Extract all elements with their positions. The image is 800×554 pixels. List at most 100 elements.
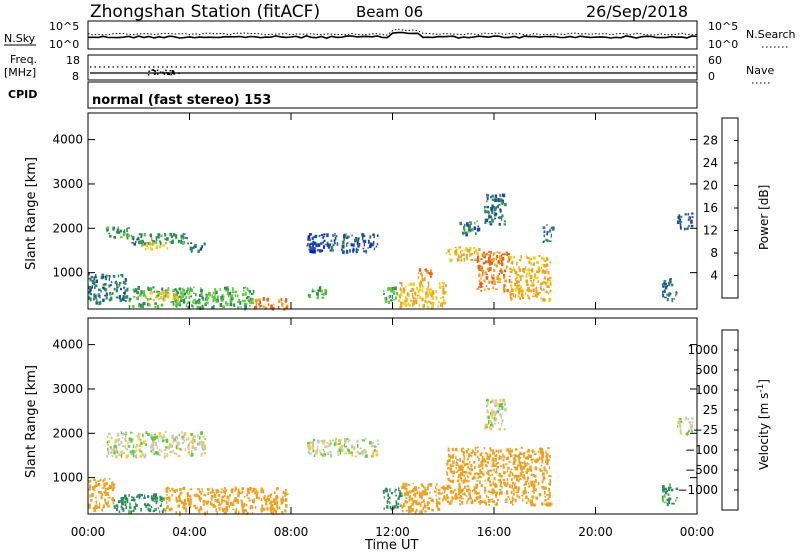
heatmap-cell: [673, 503, 675, 505]
heatmap-cell: [413, 282, 415, 287]
heatmap-cell: [386, 505, 389, 509]
heatmap-cell: [150, 445, 153, 449]
heatmap-cell: [487, 461, 490, 464]
noise-sky-trace: [88, 31, 698, 39]
heatmap-cell: [668, 292, 671, 294]
heatmap-cell: [541, 448, 544, 453]
heatmap-cell: [494, 491, 497, 494]
heatmap-cell: [522, 474, 525, 479]
heatmap-cell: [489, 480, 491, 483]
heatmap-cell: [550, 233, 552, 238]
heatmap-cell: [490, 207, 494, 212]
heatmap-cell: [131, 496, 133, 499]
heatmap-cell: [491, 492, 494, 495]
heatmap-cell: [233, 303, 236, 307]
heatmap-cell: [530, 269, 533, 272]
heatmap-cell: [664, 296, 667, 299]
heatmap-cell: [515, 280, 519, 285]
heatmap-cell: [507, 456, 510, 460]
heatmap-cell: [108, 232, 111, 235]
heatmap-cell: [362, 239, 365, 243]
heatmap-cell: [469, 460, 471, 464]
heatmap-cell: [521, 293, 524, 297]
heatmap-cell: [389, 505, 391, 510]
heatmap-cell: [116, 450, 119, 454]
heatmap-cell: [679, 226, 682, 230]
heatmap-cell: [459, 489, 462, 494]
freq-tick-bottom: 8: [72, 70, 79, 83]
heatmap-cell: [315, 243, 318, 248]
heatmap-cell: [409, 490, 412, 494]
heatmap-cell: [501, 253, 505, 256]
heatmap-cell: [137, 286, 140, 290]
heatmap-cell: [460, 464, 463, 469]
heatmap-cell: [508, 484, 511, 488]
heatmap-cell: [213, 492, 216, 496]
heatmap-cell: [125, 234, 129, 238]
heatmap-cell: [231, 291, 235, 294]
heatmap-cell: [312, 247, 316, 251]
heatmap-cell: [348, 439, 351, 442]
heatmap-cell: [160, 503, 162, 506]
heatmap-cell: [495, 491, 498, 494]
heatmap-cell: [487, 210, 490, 214]
heatmap-cell: [505, 253, 507, 256]
heatmap-cell: [396, 293, 398, 296]
heatmap-cell: [93, 478, 96, 481]
heatmap-cell: [494, 417, 498, 421]
heatmap-cell: [138, 233, 142, 236]
heatmap-cell: [484, 487, 487, 490]
heatmap-cell: [116, 435, 120, 437]
heatmap-cell: [498, 481, 500, 483]
heatmap-cell: [134, 455, 137, 458]
heatmap-cell: [469, 221, 472, 224]
heatmap-cell: [255, 305, 258, 309]
heatmap-cell: [201, 304, 204, 308]
heatmap-cell: [422, 506, 425, 510]
heatmap-cell: [108, 284, 111, 288]
heatmap-cell: [124, 296, 127, 299]
heatmap-cell: [90, 499, 93, 502]
heatmap-cell: [464, 225, 466, 228]
heatmap-cell: [269, 507, 272, 511]
heatmap-cell: [398, 487, 400, 492]
heatmap-cell: [494, 399, 498, 404]
heatmap-cell: [546, 456, 548, 459]
heatmap-cell: [184, 237, 186, 239]
heatmap-cell: [211, 498, 213, 501]
heatmap-cell: [392, 291, 396, 295]
heatmap-cell: [546, 263, 549, 267]
heatmap-cell: [184, 502, 187, 505]
heatmap-cell: [426, 501, 429, 505]
heatmap-cell: [318, 249, 322, 253]
heatmap-cell: [490, 498, 493, 501]
heatmap-cell: [516, 284, 519, 289]
heatmap-cell: [501, 272, 503, 274]
heatmap-cell: [478, 475, 481, 478]
heatmap-cell: [501, 486, 503, 489]
heatmap-cell: [170, 235, 173, 239]
heatmap-cell: [496, 466, 499, 469]
heatmap-cell: [420, 280, 422, 285]
heatmap-cell: [393, 299, 395, 301]
heatmap-cell: [218, 494, 221, 497]
range-tick-label: 3000: [52, 382, 83, 396]
heatmap-cell: [525, 266, 527, 268]
heatmap-cell: [308, 243, 311, 246]
heatmap-cell: [412, 301, 415, 306]
heatmap-cell: [691, 212, 694, 215]
heatmap-cell: [670, 280, 672, 283]
heatmap-cell: [488, 280, 491, 283]
heatmap-cell: [491, 416, 493, 419]
heatmap-cell: [120, 497, 124, 500]
heatmap-cell: [465, 495, 468, 497]
heatmap-cell: [481, 282, 484, 285]
heatmap-cell: [113, 447, 115, 452]
heatmap-cell: [175, 305, 178, 308]
heatmap-cell: [678, 422, 681, 425]
heatmap-cell: [157, 304, 159, 309]
heatmap-cell: [449, 455, 453, 458]
heatmap-cell: [357, 444, 359, 448]
heatmap-cell: [464, 471, 467, 474]
heatmap-cell: [319, 286, 322, 289]
